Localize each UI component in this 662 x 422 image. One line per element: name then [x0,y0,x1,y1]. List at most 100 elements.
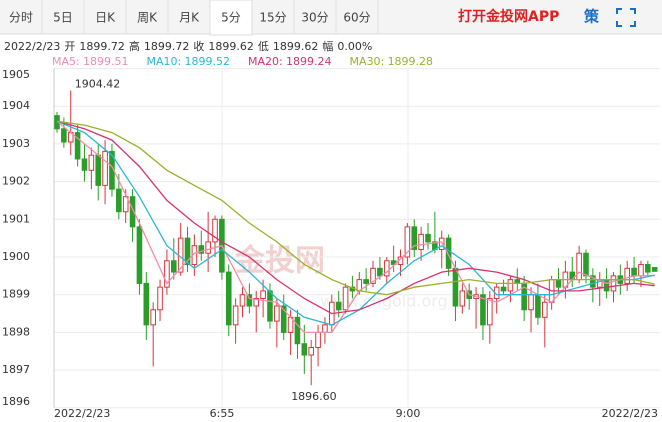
candle-body [239,294,246,307]
candle-body [487,297,493,326]
candle-body [294,316,301,345]
candle-body [122,196,129,213]
info-value: 1899.72 [79,40,125,53]
legend-value: 1899.52 [185,55,231,68]
tab[interactable]: 5日 [53,11,73,25]
candle-body [322,324,328,333]
candle-body [150,309,156,326]
info-label: 低 [258,40,269,53]
candle-body [260,290,266,299]
legend-name: MA5 [52,55,76,68]
y-tick-label: 1905 [2,68,30,81]
ma-legend: MA5:1899.51 MA10:1899.52 MA20:1899.24 MA30:… [52,55,433,68]
candle-body [61,128,67,143]
candle-body [253,297,260,307]
candle-body [507,279,514,292]
y-tick-label: 1904 [2,99,30,112]
candle-body [583,252,589,277]
candle-body [631,267,637,277]
legend-value: 1899.28 [388,55,434,68]
candle-body [411,226,418,250]
candle-body [184,237,191,266]
strategy-button[interactable]: 策 [583,8,600,26]
candle-body [370,267,376,284]
info-value: 1899.62 [273,40,319,53]
candle-body [590,275,596,288]
candle-body [129,196,136,228]
tab-bar [0,0,662,34]
candle-body [232,305,239,326]
info-label: 幅 [322,40,333,53]
candle-body [246,294,253,307]
candle-body [136,226,143,284]
info-label: 开 [64,40,75,53]
tab[interactable]: 分时 [9,11,33,25]
info-value: 1899.62 [208,40,254,53]
tab[interactable]: 5分 [221,11,241,25]
y-tick-label: 1902 [2,175,30,188]
candle-body [301,343,308,356]
legend-sep: : [279,55,283,68]
annotation: 1896.60 [291,390,337,403]
legend-sep: : [178,55,182,68]
candle-body [377,267,383,277]
app-link[interactable]: 打开金投网APP [458,8,559,25]
candle-body [445,237,452,269]
ma-line [56,120,655,296]
tab[interactable]: 日K [95,11,116,25]
candle-body [452,267,459,307]
info-value: 0.00% [337,40,372,53]
y-tick-label: 1900 [2,250,30,263]
y-tick-label: 1901 [2,212,30,225]
candle-body [170,260,177,273]
candle-body [459,290,466,307]
candle-body [274,305,280,322]
candle-body [624,267,631,284]
candle-body [555,279,562,288]
tab[interactable]: 周K [137,11,158,25]
candle-body [603,279,610,292]
candle-body [383,260,390,277]
candle-body [528,294,534,311]
candle-body [418,233,424,250]
legend-name: MA10 [147,55,178,68]
info-value: 1899.72 [144,40,190,53]
candle-body [280,305,287,333]
candle-body [116,188,122,213]
candle-body [638,264,644,277]
candle-body [102,150,108,186]
candle-body [645,264,651,273]
candle-body [308,346,314,356]
tab[interactable]: 15分 [259,11,286,25]
candle-body [198,245,205,254]
info-line: 2022/2/23 开 1899.72 高 1899.72 收 1899.62 低 1899.6… [4,39,372,53]
fullscreen-icon[interactable] [616,8,636,27]
candle-body [81,158,88,171]
candle-body [335,301,342,311]
tab[interactable]: 月K [179,11,200,25]
candle-body [212,218,218,243]
candle-body [95,154,102,186]
ma-line [56,120,655,315]
candle-body [88,154,95,171]
info-date: 2022/2/23 [4,40,60,53]
y-tick-label: 1899 [2,288,30,301]
candle-body [157,286,163,311]
candle-body [225,271,232,326]
y-tick-label: 1896 [2,395,30,408]
tab-selected [209,0,253,36]
candle-body [315,331,321,348]
tab[interactable]: 60分 [343,11,370,25]
candle-body [651,267,658,272]
tabs: 分时 5日 日K 周K 月K 5分 15分 30分 60分 [9,0,379,36]
info-label: 高 [129,39,140,53]
tab[interactable]: 30分 [301,11,328,25]
candle-body [541,301,548,318]
candle-body [267,290,273,322]
legend-value: 1899.51 [83,55,129,68]
legend-sep: : [76,55,80,68]
x-tick-label: 2022/2/23 [602,407,658,420]
candle-body [425,233,431,243]
x-tick-label: 6:55 [210,407,235,420]
